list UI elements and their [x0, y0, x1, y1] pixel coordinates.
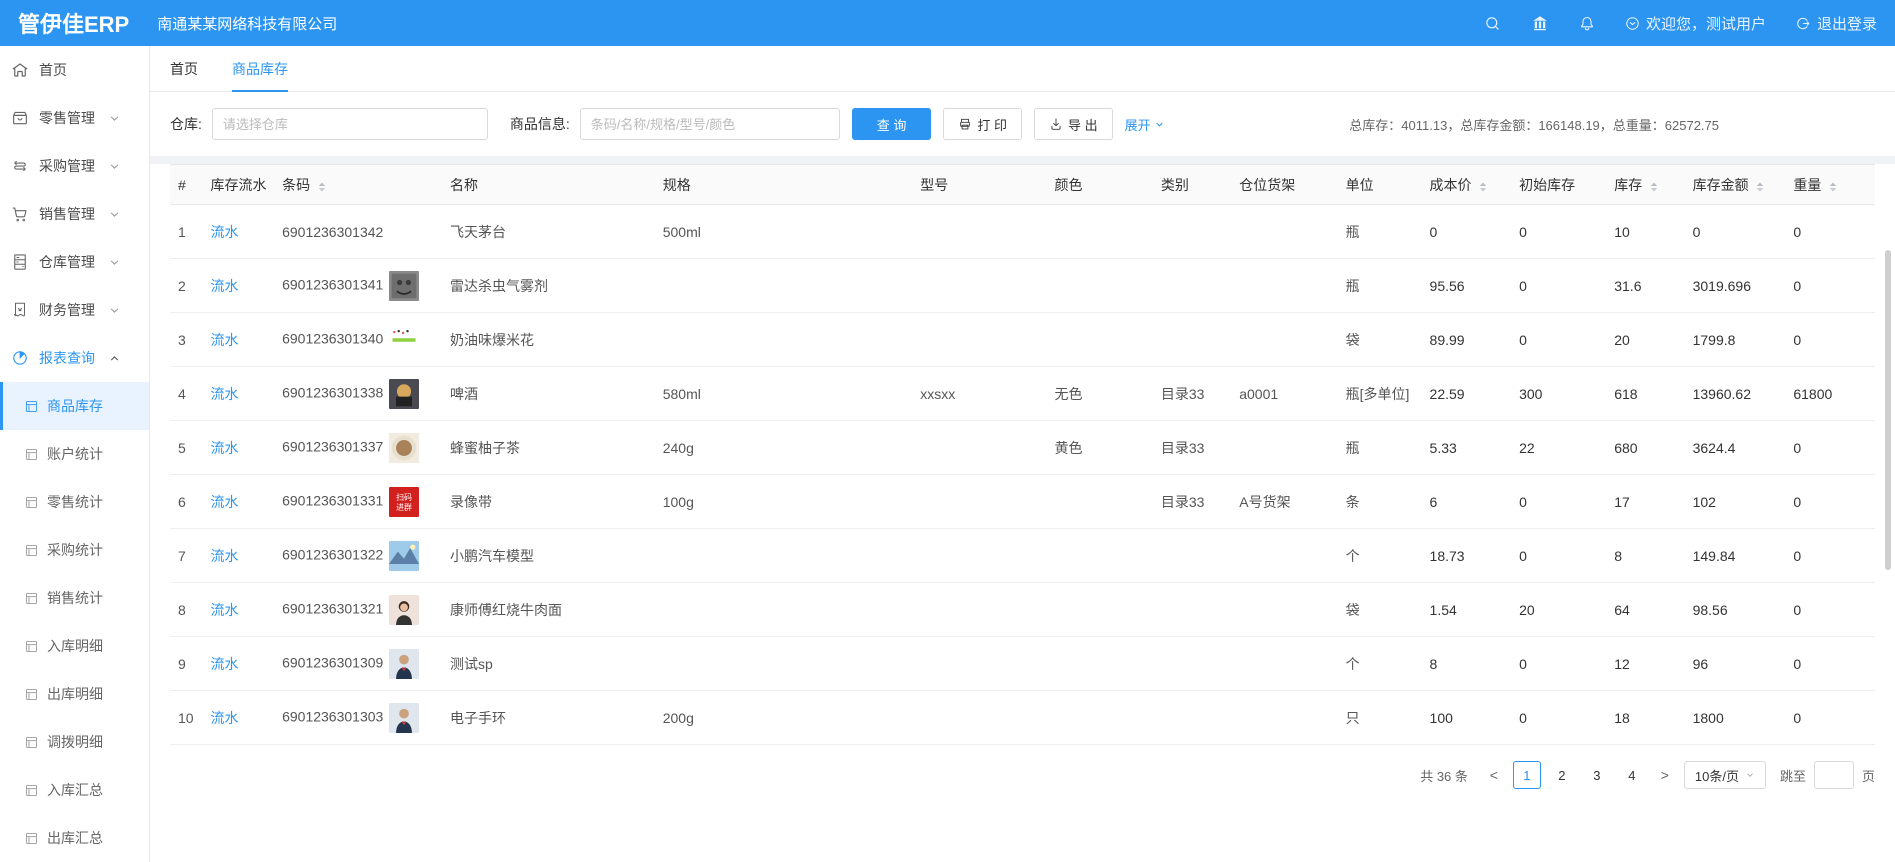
svg-text:扫码: 扫码 — [396, 492, 412, 502]
svg-text:进群: 进群 — [396, 501, 412, 511]
